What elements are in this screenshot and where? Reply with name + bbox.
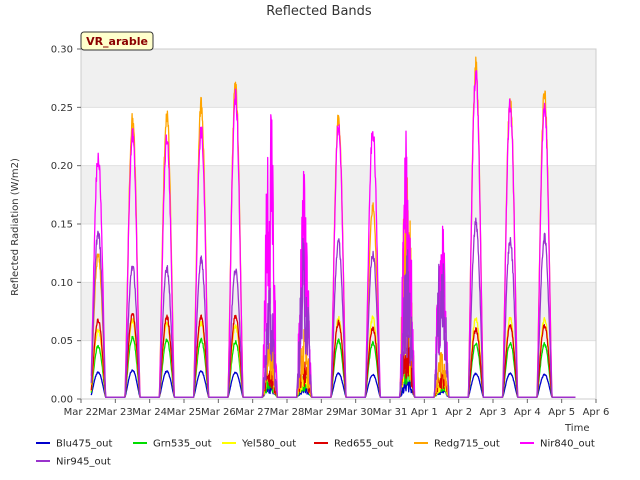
- legend-item-red655_out: Red655_out: [314, 439, 394, 450]
- x-tick-label: Apr 3: [480, 407, 507, 418]
- x-tick-label: Apr 1: [411, 407, 438, 418]
- x-tick-label: Mar 30: [338, 407, 373, 418]
- grid-band: [81, 165, 596, 224]
- grid-band: [81, 282, 596, 341]
- y-tick-label: 0.15: [51, 220, 73, 231]
- legend: Blu475_out Grn535_out Yel580_out Red655_out…: [36, 439, 595, 468]
- grid-band: [81, 49, 596, 108]
- legend-label: Yel580_out: [241, 439, 296, 450]
- x-tick-label: Mar 22: [64, 407, 99, 418]
- series-line-nir945_out: [90, 217, 576, 398]
- y-tick-label: 0.30: [51, 45, 73, 56]
- x-tick-label: Mar 28: [270, 407, 305, 418]
- x-tick-label: Mar 23: [98, 407, 133, 418]
- legend-label: Redg715_out: [434, 439, 500, 450]
- legend-item-redg715_out: Redg715_out: [414, 439, 500, 450]
- legend-item-nir945_out: Nir945_out: [36, 457, 111, 468]
- x-tick-label: Apr 4: [514, 407, 541, 418]
- x-tick-label: Apr 2: [445, 407, 472, 418]
- legend-label: Red655_out: [334, 439, 394, 450]
- y-tick-label: 0.25: [51, 103, 73, 114]
- legend-label: Blu475_out: [56, 439, 113, 450]
- x-tick-label: Mar 26: [201, 407, 236, 418]
- legend-label: Nir945_out: [56, 457, 111, 468]
- x-tick-label: Apr 5: [548, 407, 575, 418]
- legend-item-nir840_out: Nir840_out: [520, 439, 595, 450]
- y-tick-label: 0.00: [51, 395, 73, 406]
- legend-item-yel580_out: Yel580_out: [222, 439, 296, 450]
- x-tick-label: Mar 25: [167, 407, 202, 418]
- x-tick-label: Mar 24: [132, 407, 167, 418]
- legend-item-grn535_out: Grn535_out: [133, 439, 212, 450]
- annotation-text: VR_arable: [86, 35, 148, 48]
- x-tick-label: Mar 31: [373, 407, 408, 418]
- y-tick-label: 0.10: [51, 278, 73, 289]
- x-axis-title: Time: [564, 423, 589, 434]
- x-tick-label: Mar 29: [304, 407, 339, 418]
- legend-item-blu475_out: Blu475_out: [36, 439, 113, 450]
- legend-label: Nir840_out: [540, 439, 595, 450]
- series-group: [90, 56, 576, 398]
- axes: 0.00 0.05 0.10 0.15 0.20 0.25 0.30 Mar 22 Mar 23…: [51, 45, 610, 419]
- y-tick-label: 0.05: [51, 336, 73, 347]
- legend-label: Grn535_out: [153, 439, 212, 450]
- x-tick-label: Apr 6: [583, 407, 610, 418]
- y-axis-title: Reflected Radiation (W/m2): [10, 158, 21, 296]
- y-tick-label: 0.20: [51, 161, 73, 172]
- x-tick-label: Mar 27: [235, 407, 270, 418]
- annotation-badge: VR_arable: [80, 31, 154, 51]
- chart-title: Reflected Bands: [266, 4, 372, 19]
